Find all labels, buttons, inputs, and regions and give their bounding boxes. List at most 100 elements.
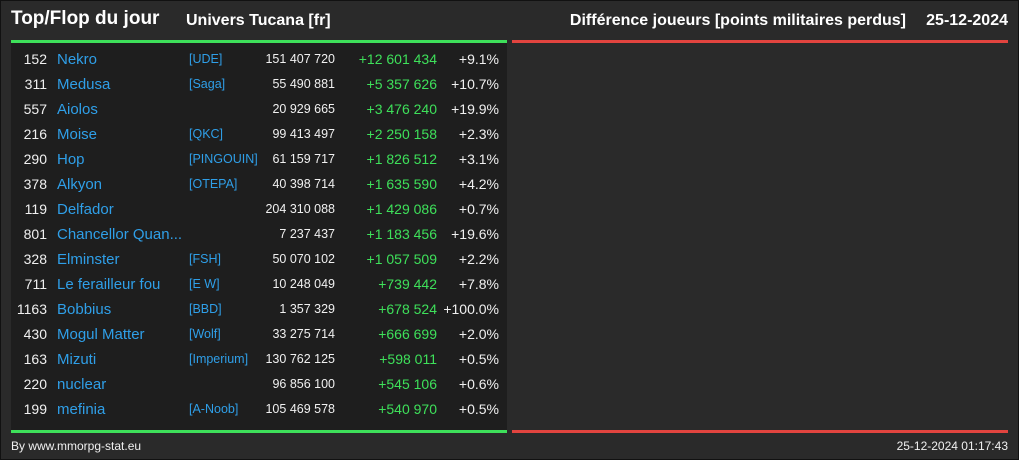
alliance-tag-link[interactable]: [A-Noob] xyxy=(189,402,239,416)
points-difference: +2 250 158 xyxy=(366,126,437,142)
metric-label: Différence joueurs [points militaires pe… xyxy=(569,12,906,29)
date-label: 25-12-2024 xyxy=(926,12,1008,29)
points-difference: +1 826 512 xyxy=(366,151,437,167)
page-title: Top/Flop du jour xyxy=(11,8,160,29)
player-points: 96 856 100 xyxy=(272,377,335,391)
player-points: 61 159 717 xyxy=(272,152,335,166)
player-name-link[interactable]: Mizuti xyxy=(57,351,97,368)
alliance-tag-link[interactable]: [BBD] xyxy=(189,302,222,316)
table-row: 801 Chancellor Quan... 7 237 437 +1 183 456… xyxy=(11,222,507,247)
player-name-link[interactable]: Hop xyxy=(57,151,85,168)
player-points: 40 398 714 xyxy=(272,177,335,191)
player-points: 7 237 437 xyxy=(279,227,335,241)
alliance-tag-link[interactable]: [FSH] xyxy=(189,252,221,266)
table-row: 119 Delfador 204 310 088 +1 429 086 +0.7% xyxy=(11,197,507,222)
player-rank: 216 xyxy=(23,126,47,142)
alliance-tag-link[interactable]: [PINGOUIN] xyxy=(189,152,258,166)
percent-change: +2.2% xyxy=(458,251,499,267)
player-name-link[interactable]: Bobbius xyxy=(57,301,112,318)
table-row: 290 Hop [PINGOUIN] 61 159 717 +1 826 512 +3.1… xyxy=(11,147,507,172)
player-points: 130 762 125 xyxy=(265,352,335,366)
percent-change: +19.6% xyxy=(451,226,499,242)
player-rank: 378 xyxy=(23,176,47,192)
player-rank: 557 xyxy=(23,101,47,117)
player-rank: 119 xyxy=(24,201,47,217)
player-name-link[interactable]: Le ferailleur fou xyxy=(57,276,161,293)
player-name-link[interactable]: Aiolos xyxy=(57,101,98,118)
player-points: 105 469 578 xyxy=(265,402,335,416)
points-difference: +666 699 xyxy=(378,326,437,342)
table-row: 430 Mogul Matter [Wolf] 33 275 714 +666 699 +… xyxy=(11,322,507,347)
table-row: 557 Aiolos 20 929 665 +3 476 240 +19.9% xyxy=(11,97,507,122)
percent-change: +9.1% xyxy=(458,51,499,67)
player-points: 20 929 665 xyxy=(272,102,335,116)
table-row: 220 nuclear 96 856 100 +545 106 +0.6% xyxy=(11,372,507,397)
top-divider-top xyxy=(11,40,507,43)
percent-change: +19.9% xyxy=(451,101,499,117)
points-difference: +1 429 086 xyxy=(366,201,437,217)
points-difference: +1 183 456 xyxy=(366,226,437,242)
table-row: 216 Moise [QKC] 99 413 497 +2 250 158 +2.3% xyxy=(11,122,507,147)
player-points: 1 357 329 xyxy=(279,302,335,316)
player-rank: 328 xyxy=(23,251,47,267)
header: Top/Flop du jour Univers Tucana [fr] Dif… xyxy=(0,0,1019,40)
alliance-tag-link[interactable]: [Saga] xyxy=(189,77,226,91)
percent-change: +0.7% xyxy=(458,201,499,217)
percent-change: +7.8% xyxy=(458,276,499,292)
player-name-link[interactable]: Delfador xyxy=(57,201,114,218)
player-points: 33 275 714 xyxy=(272,327,335,341)
alliance-tag-link[interactable]: [UDE] xyxy=(189,52,223,66)
player-points: 55 490 881 xyxy=(272,77,335,91)
table-row: 328 Elminster [FSH] 50 070 102 +1 057 509 +2.… xyxy=(11,247,507,272)
player-name-link[interactable]: Alkyon xyxy=(57,176,103,193)
player-points: 99 413 497 xyxy=(272,127,335,141)
percent-change: +3.1% xyxy=(458,151,499,167)
player-name-link[interactable]: Elminster xyxy=(57,251,120,268)
flop-divider-bottom xyxy=(512,430,1008,433)
alliance-tag-link[interactable]: [Wolf] xyxy=(189,327,221,341)
player-rank: 220 xyxy=(23,376,47,392)
flop-divider-top xyxy=(512,40,1008,43)
generated-timestamp: 25-12-2024 01:17:43 xyxy=(896,439,1008,453)
alliance-tag-link[interactable]: [OTEPA] xyxy=(189,177,238,191)
player-name-link[interactable]: mefinia xyxy=(57,401,106,418)
percent-change: +2.3% xyxy=(458,126,499,142)
alliance-tag-link[interactable]: [QKC] xyxy=(189,127,224,141)
player-rank: 290 xyxy=(23,151,47,167)
points-difference: +739 442 xyxy=(378,276,437,292)
player-name-link[interactable]: Chancellor Quan... xyxy=(57,226,183,243)
player-name-link[interactable]: Nekro xyxy=(57,51,98,68)
player-rank: 711 xyxy=(24,276,47,292)
alliance-tag-link[interactable]: [E W] xyxy=(189,277,220,291)
top-divider-bottom xyxy=(11,430,507,433)
site-credit-link[interactable]: By www.mmorpg-stat.eu xyxy=(11,439,142,453)
player-rank: 801 xyxy=(23,226,47,242)
player-points: 151 407 720 xyxy=(265,52,335,66)
points-difference: +3 476 240 xyxy=(366,101,437,117)
player-rank: 430 xyxy=(23,326,47,342)
player-points: 50 070 102 xyxy=(272,252,335,266)
percent-change: +4.2% xyxy=(458,176,499,192)
alliance-tag-link[interactable]: [Imperium] xyxy=(189,352,249,366)
table-row: 711 Le ferailleur fou [E W] 10 248 049 +739 … xyxy=(11,272,507,297)
points-difference: +5 357 626 xyxy=(366,76,437,92)
percent-change: +2.0% xyxy=(458,326,499,342)
player-name-link[interactable]: Mogul Matter xyxy=(57,326,145,343)
percent-change: +100.0% xyxy=(443,301,499,317)
percent-change: +0.5% xyxy=(458,401,499,417)
table-row: 311 Medusa [Saga] 55 490 881 +5 357 626 +10.7… xyxy=(11,72,507,97)
points-difference: +12 601 434 xyxy=(358,51,437,67)
player-rank: 163 xyxy=(23,351,47,367)
points-difference: +545 106 xyxy=(378,376,437,392)
player-name-link[interactable]: nuclear xyxy=(57,376,107,393)
points-difference: +598 011 xyxy=(379,351,437,367)
table-row: 152 Nekro [UDE] 151 407 720 +12 601 434 +9.1% xyxy=(11,47,507,72)
points-difference: +1 635 590 xyxy=(366,176,437,192)
universe-label: Univers Tucana [fr] xyxy=(186,12,331,29)
flop-players-panel xyxy=(512,43,1008,430)
player-name-link[interactable]: Moise xyxy=(57,126,98,143)
player-rank: 152 xyxy=(23,51,47,67)
player-rank: 1163 xyxy=(16,301,47,317)
percent-change: +10.7% xyxy=(451,76,499,92)
player-name-link[interactable]: Medusa xyxy=(57,76,111,93)
